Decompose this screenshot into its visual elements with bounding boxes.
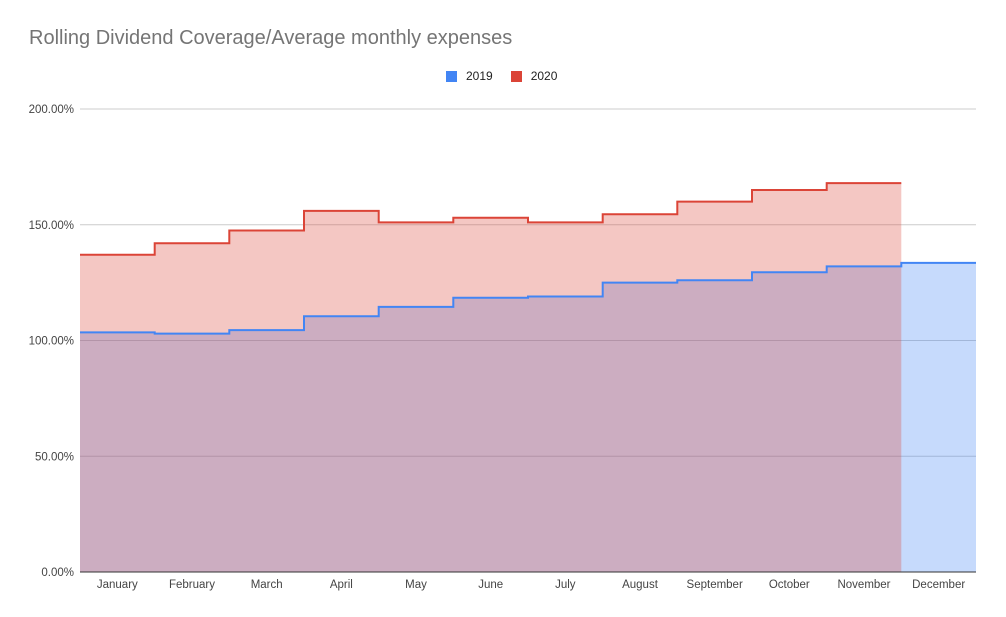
y-tick-label: 150.00% — [29, 220, 74, 232]
x-tick-labels: January February March April May June July Augu… — [97, 579, 965, 591]
x-tick-label: March — [251, 579, 283, 591]
legend-label-2019: 2019 — [466, 69, 493, 83]
area-series-2019[interactable] — [80, 262, 976, 572]
x-tick-label: July — [555, 579, 576, 591]
line-series-2019[interactable] — [80, 261, 976, 335]
x-tick-label: October — [769, 579, 810, 591]
x-tick-label: February — [169, 579, 215, 591]
gridlines — [80, 108, 976, 457]
y-tick-label: 100.00% — [29, 336, 74, 348]
x-tick-label: June — [478, 579, 503, 591]
chart-title: Rolling Dividend Coverage/Average monthl… — [29, 27, 513, 49]
x-tick-label: December — [912, 579, 965, 591]
x-tick-label: January — [97, 579, 138, 591]
x-tick-label: September — [687, 579, 743, 591]
x-tick-label: August — [622, 579, 659, 591]
y-tick-label: 50.00% — [35, 451, 74, 463]
line-series-2020[interactable] — [80, 182, 902, 256]
y-tick-label: 200.00% — [29, 104, 74, 116]
legend-item-2020[interactable]: 2020 — [510, 69, 558, 83]
series-lines — [80, 182, 976, 335]
x-tick-label: May — [405, 579, 427, 591]
y-tick-labels: 0.00% 50.00% 100.00% 150.00% 200.00% — [29, 104, 74, 579]
legend-item-2019[interactable]: 2019 — [446, 69, 493, 83]
legend-swatch-2020 — [510, 70, 522, 82]
legend-swatch-2019 — [446, 70, 457, 82]
x-tick-label: April — [330, 579, 353, 591]
x-tick-label: November — [837, 579, 890, 591]
legend: 2019 2020 — [446, 68, 575, 84]
y-tick-label: 0.00% — [41, 567, 74, 579]
legend-label-2020: 2020 — [530, 69, 558, 83]
